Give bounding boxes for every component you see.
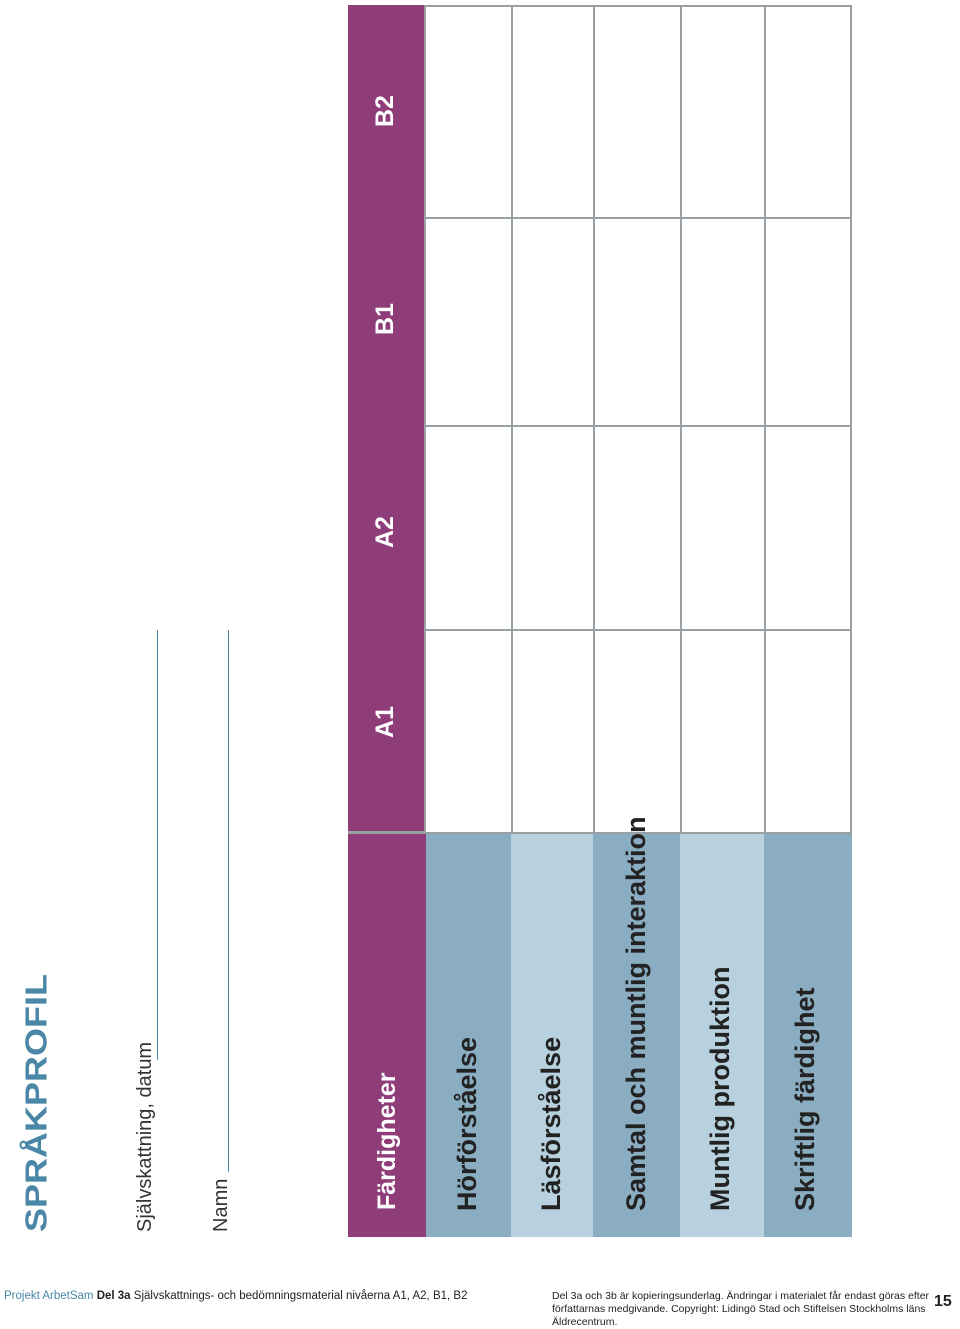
cell-interaction-b2[interactable]: [593, 5, 682, 219]
page-title: SPRÅKPROFIL: [18, 973, 54, 1232]
skill-label-writing: Skriftlig färdighet: [790, 987, 820, 1211]
cell-listening-b1[interactable]: [424, 217, 513, 427]
skills-header-label: Färdigheter: [373, 1072, 401, 1210]
cell-production-b2[interactable]: [680, 5, 766, 219]
cell-listening-a1[interactable]: [424, 629, 513, 834]
cell-interaction-a1[interactable]: [593, 629, 682, 834]
self-assessment-date-label: Självskattning, datum: [134, 1041, 156, 1232]
header-separator: [348, 831, 426, 834]
skill-header-listening: [426, 834, 511, 1237]
footer-project: Projekt ArbetSam: [4, 1290, 94, 1302]
cell-listening-a2[interactable]: [424, 425, 513, 631]
cell-writing-a1[interactable]: [764, 629, 852, 834]
cell-writing-b1[interactable]: [764, 217, 852, 427]
self-assessment-date-line[interactable]: [157, 630, 158, 1060]
skill-label-production: Muntlig produktion: [705, 966, 735, 1211]
skill-header-reading: [511, 834, 593, 1237]
language-profile-table: Färdigheter A1 A2 B1 B2 Hörförståelse Lä…: [348, 5, 852, 1237]
skill-label-listening: Hörförståelse: [452, 1036, 482, 1211]
cell-interaction-b1[interactable]: [593, 217, 682, 427]
skill-header-production: [680, 834, 764, 1237]
skill-label-interaction: Samtal och muntlig interaktion: [621, 816, 651, 1211]
cell-production-a1[interactable]: [680, 629, 766, 834]
name-label: Namn: [210, 1178, 232, 1232]
name-line[interactable]: [228, 630, 229, 1172]
cell-interaction-a2[interactable]: [593, 425, 682, 631]
cell-listening-b2[interactable]: [424, 5, 513, 219]
cell-reading-a1[interactable]: [511, 629, 595, 834]
cell-writing-b2[interactable]: [764, 5, 852, 219]
page-number: 15: [934, 1293, 952, 1310]
cell-writing-a2[interactable]: [764, 425, 852, 631]
level-label-a2: A2: [371, 516, 399, 548]
level-label-b1: B1: [371, 303, 399, 335]
footer-description: Självskattnings- och bedömningsmaterial …: [133, 1290, 468, 1302]
footer-section: Del 3a: [96, 1290, 131, 1302]
cell-reading-b1[interactable]: [511, 217, 595, 427]
footer-copyright: Del 3a och 3b är kopieringsunderlag. Änd…: [552, 1290, 930, 1328]
level-label-a1: A1: [371, 706, 399, 738]
skill-header-writing: [764, 834, 852, 1237]
skill-header-interaction: [593, 834, 680, 1237]
cell-production-b1[interactable]: [680, 217, 766, 427]
footer-left: Projekt ArbetSam Del 3a Självskattnings-…: [4, 1290, 467, 1302]
cell-reading-b2[interactable]: [511, 5, 595, 219]
skill-label-reading: Läsförståelse: [536, 1036, 566, 1211]
header-column: [348, 5, 426, 1237]
cell-reading-a2[interactable]: [511, 425, 595, 631]
level-label-b2: B2: [371, 95, 399, 127]
cell-production-a2[interactable]: [680, 425, 766, 631]
